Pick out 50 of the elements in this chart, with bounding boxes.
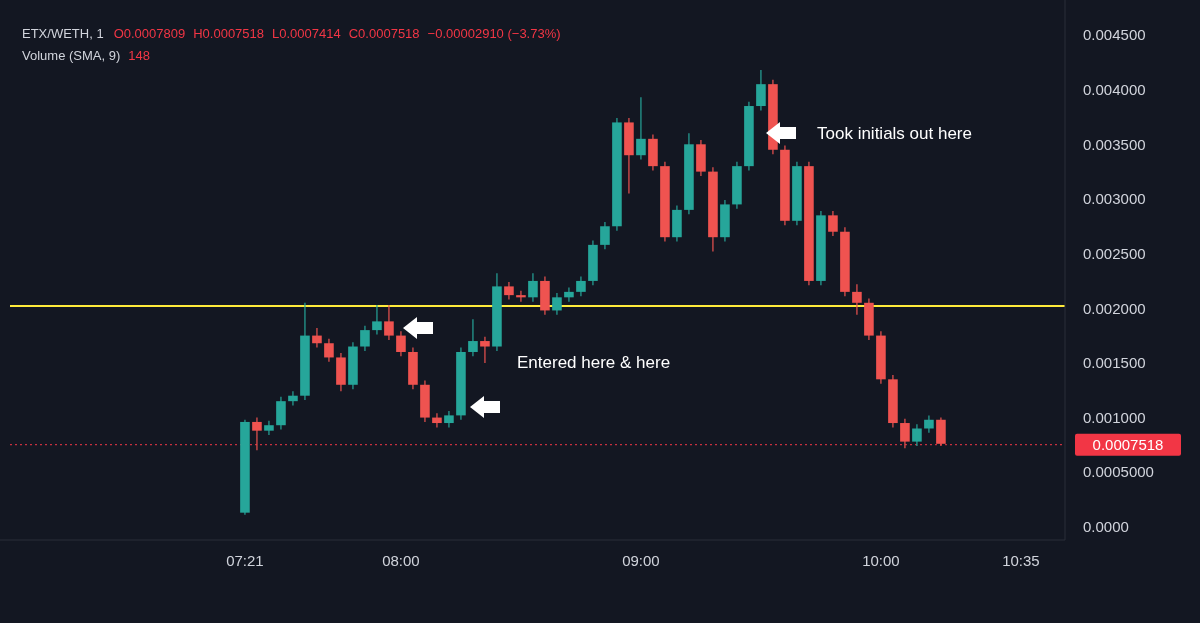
x-tick-label: 10:35 <box>1002 552 1040 569</box>
candlestick <box>324 338 334 363</box>
y-tick-label: 0.004000 <box>1083 80 1146 98</box>
annotation: Volume (SMA, 9) <box>22 48 121 63</box>
annotation: H0.0007518 <box>193 26 265 41</box>
candlestick <box>312 327 322 349</box>
y-tick-label: 0.0005000 <box>1083 463 1154 481</box>
candlestick <box>468 318 478 357</box>
y-tick-label: 0.002000 <box>1083 299 1146 317</box>
annotation: Entered here & here <box>517 352 671 372</box>
candlestick <box>576 275 586 297</box>
x-tick-label: 08:00 <box>382 552 420 569</box>
candlestick <box>480 336 490 364</box>
candlestick <box>636 96 646 161</box>
candlestick <box>396 330 406 357</box>
candlestick <box>528 272 538 303</box>
candlestick <box>828 210 838 237</box>
candlestick <box>360 325 370 352</box>
candlestick <box>516 290 526 303</box>
annotation: 148 <box>128 48 150 63</box>
candlestick <box>552 292 562 316</box>
x-tick-label: 10:00 <box>862 552 900 569</box>
candlestick <box>756 69 766 111</box>
y-tick-label: 0.002500 <box>1083 244 1146 262</box>
y-tick-label: 0.003500 <box>1083 135 1146 153</box>
annotation: Took initials out here <box>817 123 972 143</box>
annotation: −0.00002910 (−3.73%) <box>427 26 561 41</box>
candlestick <box>852 283 862 316</box>
x-tick-label: 07:21 <box>226 552 264 569</box>
text: ETX/WETH, 1 <box>22 26 104 41</box>
candlestick <box>900 418 910 449</box>
annotation: C0.0007518 <box>348 26 420 41</box>
ref-line-label: 0.0007518 <box>1092 435 1164 453</box>
y-tick-label: 0.004500 <box>1083 26 1146 44</box>
x-tick-label: 09:00 <box>622 552 660 569</box>
candlestick <box>432 412 442 429</box>
annotation: O0.0007809 <box>113 26 186 41</box>
candlestick <box>288 390 298 407</box>
candlestick <box>372 304 382 336</box>
candlestick <box>384 304 394 341</box>
annotation: L0.0007414 <box>272 26 341 41</box>
y-tick-label: 0.003000 <box>1083 190 1146 208</box>
y-tick-label: 0.0000 <box>1083 518 1129 536</box>
candlestick <box>264 420 274 436</box>
candlestick <box>252 416 262 451</box>
y-tick-label: 0.001000 <box>1083 408 1146 426</box>
candlestick <box>912 423 922 447</box>
candlestick <box>564 286 574 303</box>
y-tick-label: 0.001500 <box>1083 354 1146 372</box>
candlestick <box>600 221 610 250</box>
